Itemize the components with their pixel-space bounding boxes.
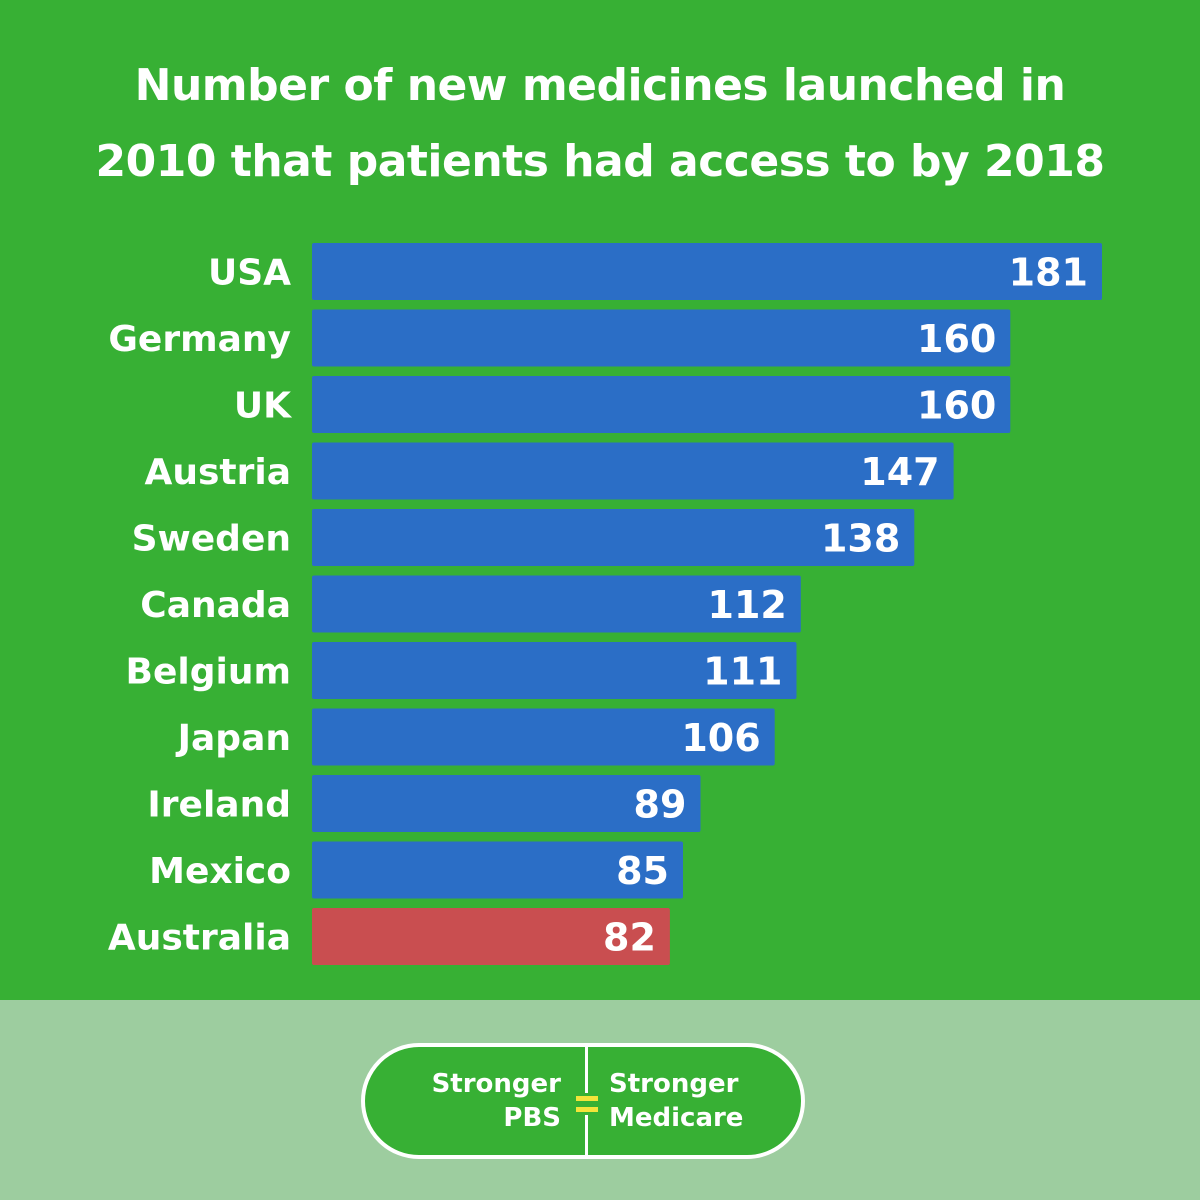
footer: Stronger PBS Stronger Medicare: [0, 1000, 1200, 1200]
value-label-germany: 160: [917, 317, 996, 361]
category-label-belgium: Belgium: [126, 652, 291, 693]
category-label-ireland: Ireland: [147, 785, 291, 826]
bar-austria: [312, 442, 954, 500]
value-label-uk: 160: [917, 384, 996, 428]
logo-left-line-2: PBS: [503, 1103, 561, 1133]
bar-belgium: [312, 642, 797, 699]
equals-icon: [574, 1093, 600, 1115]
bar-ireland: [312, 775, 701, 832]
category-label-germany: Germany: [108, 319, 291, 360]
chart-title: Number of new medicines launched in 2010…: [0, 48, 1200, 200]
bar-uk: [312, 376, 1011, 433]
category-label-sweden: Sweden: [132, 519, 291, 560]
category-label-australia: Australia: [108, 918, 291, 959]
value-label-belgium: 111: [703, 650, 782, 694]
category-label-canada: Canada: [140, 585, 291, 626]
category-label-austria: Austria: [144, 452, 291, 493]
bar-canada: [312, 575, 801, 633]
bar-australia: [312, 908, 670, 965]
chart-title-line-2: 2010 that patients had access to by 2018: [95, 136, 1105, 187]
value-label-mexico: 85: [616, 849, 669, 893]
value-label-japan: 106: [681, 716, 760, 760]
bar-chart: USA 181 Germany 160 UK 160 Austria 147 Sweden 138…: [108, 243, 1102, 965]
logo-left-line-1: Stronger: [431, 1069, 561, 1099]
value-label-ireland: 89: [634, 783, 687, 827]
bar-sweden: [312, 509, 915, 566]
logo-right-line-2: Medicare: [609, 1103, 744, 1133]
category-label-uk: UK: [234, 386, 292, 427]
logo-left-text: Stronger PBS: [371, 1067, 561, 1135]
bar-usa: [312, 243, 1102, 300]
bar-mexico: [312, 841, 683, 899]
value-label-austria: 147: [860, 450, 939, 494]
stronger-pbs-medicare-logo: Stronger PBS Stronger Medicare: [361, 1043, 805, 1159]
bar-japan: [312, 708, 775, 766]
bar-germany: [312, 309, 1011, 367]
value-label-canada: 112: [708, 583, 787, 627]
value-label-australia: 82: [603, 916, 656, 960]
value-label-usa: 181: [1009, 251, 1088, 295]
category-label-usa: USA: [208, 253, 291, 294]
value-label-sweden: 138: [821, 517, 900, 561]
logo-right-text: Stronger Medicare: [609, 1067, 799, 1135]
logo-right-line-1: Stronger: [609, 1069, 739, 1099]
chart-area: Number of new medicines launched in 2010…: [0, 48, 1200, 965]
category-label-japan: Japan: [175, 718, 291, 759]
chart-title-line-1: Number of new medicines launched in: [134, 60, 1066, 111]
category-label-mexico: Mexico: [149, 851, 291, 892]
